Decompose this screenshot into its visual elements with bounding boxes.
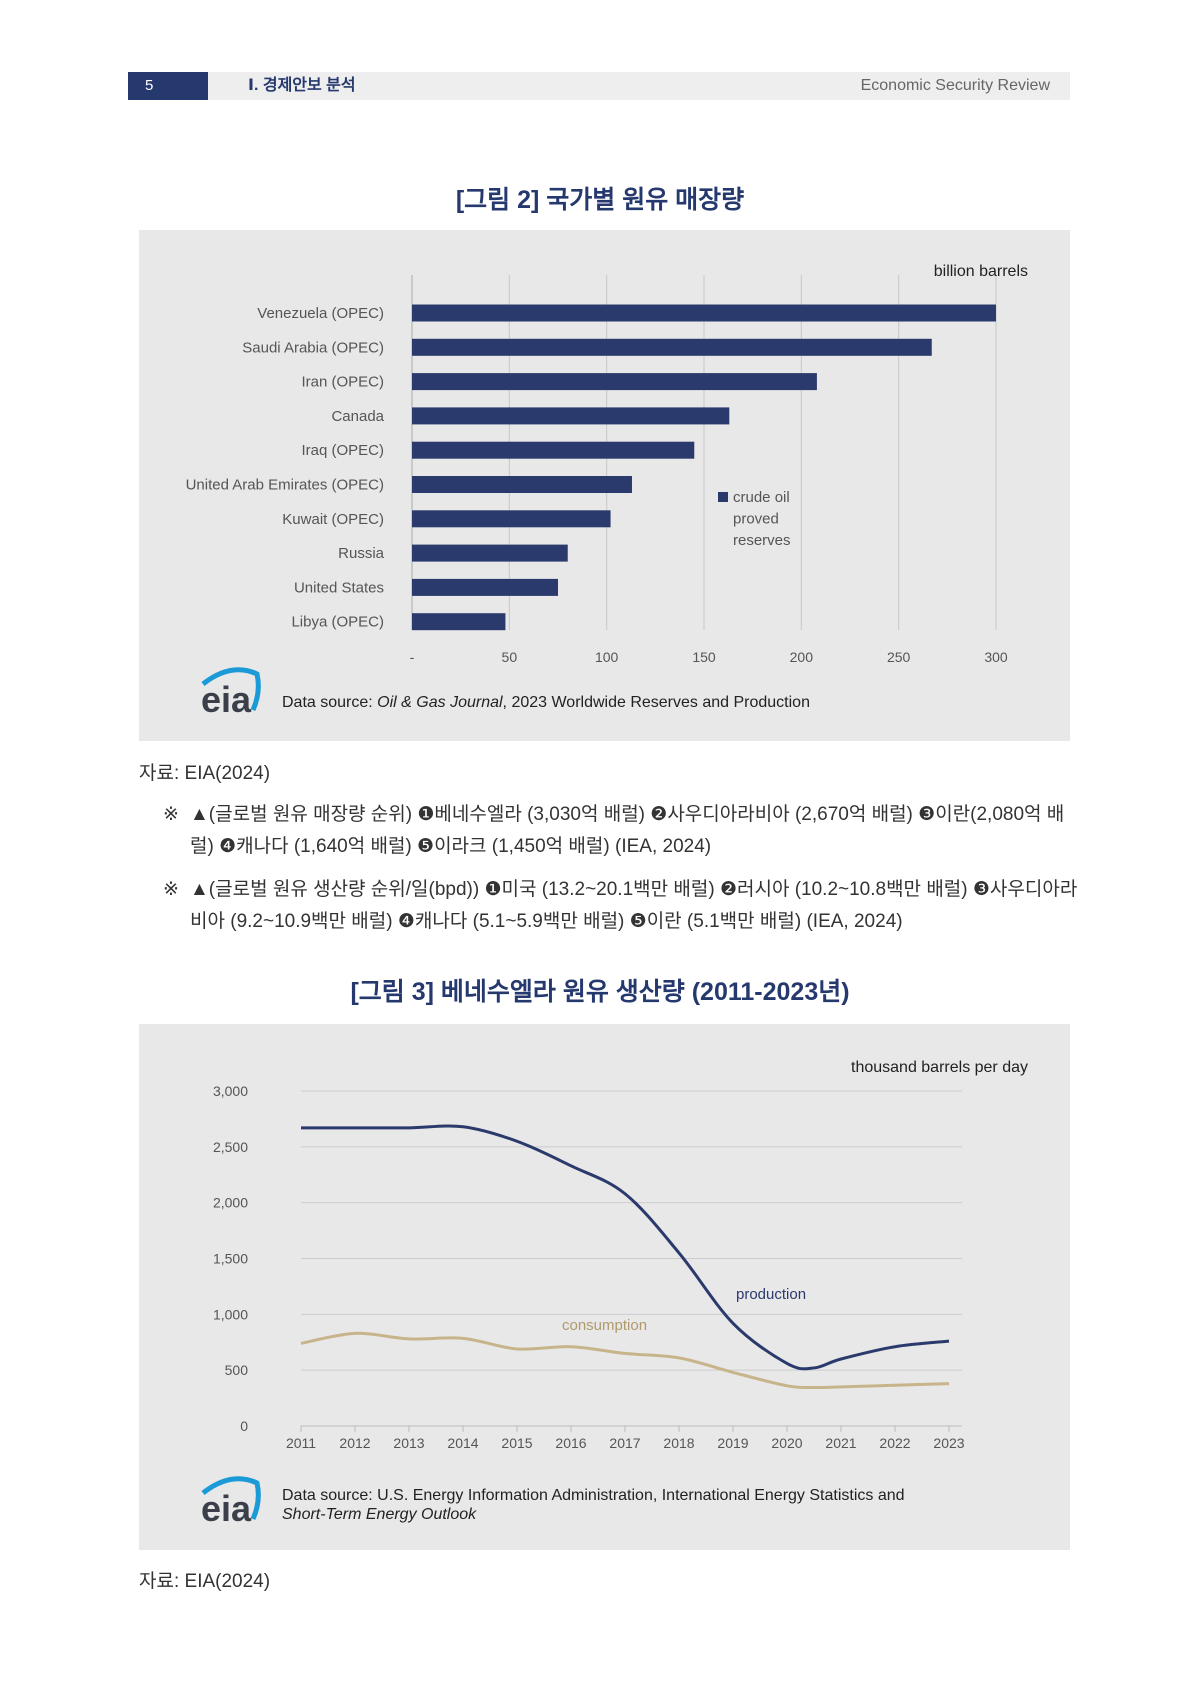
bar: [412, 613, 506, 631]
series-label-production: production: [736, 1286, 806, 1303]
category-label: United States: [294, 579, 384, 596]
legend-label: crude oil: [733, 489, 790, 506]
data-source-line2: Short-Term Energy Outlook: [282, 1506, 477, 1523]
eia-logo-arc: [201, 667, 261, 712]
x-tick-label: 2012: [339, 1435, 370, 1451]
x-tick-label: 300: [984, 649, 1008, 665]
x-tick-label: -: [410, 649, 415, 665]
eia-logo: eia: [201, 1488, 252, 1529]
x-tick-label: 2021: [825, 1435, 856, 1451]
legend-label: proved: [733, 511, 779, 528]
legend-swatch: [718, 492, 728, 502]
x-tick-label: 2015: [501, 1435, 532, 1451]
category-label: Iraq (OPEC): [301, 442, 384, 459]
y-tick-label: 2,000: [213, 1195, 248, 1211]
bar: [412, 338, 932, 356]
x-tick-label: 200: [790, 649, 814, 665]
y-tick-label: 1,500: [213, 1251, 248, 1267]
x-tick-label: 2020: [771, 1435, 802, 1451]
bar: [412, 578, 558, 596]
note-reserves: ※ ▲(글로벌 원유 매장량 순위) ❶베네수엘라 (3,030억 배럴) ❷사…: [163, 799, 1083, 863]
line-chart: 0 500 1,000 1,500 2,000 2,500 3,000 2011 2012 201…: [201, 1059, 1028, 1529]
figure3-source: 자료: EIA(2024): [139, 1571, 271, 1592]
figure2-source: 자료: EIA(2024): [139, 763, 271, 784]
category-label: Venezuela (OPEC): [257, 305, 384, 322]
series-label-consumption: consumption: [562, 1317, 647, 1334]
x-tick-label: 2013: [393, 1435, 424, 1451]
x-tick-label: 2014: [447, 1435, 478, 1451]
bar: [412, 407, 730, 425]
y-tick-label: 1,000: [213, 1306, 248, 1322]
y-tick-label: 500: [225, 1362, 249, 1378]
eia-logo: eia: [201, 679, 252, 720]
category-label: Libya (OPEC): [291, 614, 384, 631]
x-tick-label: 250: [887, 649, 911, 665]
x-tick-label: 2019: [717, 1435, 748, 1451]
unit-label: billion barrels: [934, 263, 1028, 280]
note-production: ※ ▲(글로벌 원유 생산량 순위/일(bpd)) ❶미국 (13.2~20.1…: [163, 874, 1083, 938]
category-label: Canada: [331, 408, 384, 425]
category-label: Kuwait (OPEC): [282, 511, 384, 528]
category-label: United Arab Emirates (OPEC): [186, 477, 384, 494]
figure3-title: [그림 3] 베네수엘라 원유 생산량 (2011-2023년): [350, 978, 850, 1006]
y-tick-label: 0: [240, 1418, 248, 1434]
bar: [412, 441, 695, 459]
bar: [412, 544, 568, 562]
section-title: Ⅰ. 경제안보 분석: [248, 77, 356, 94]
note-text: ▲(글로벌 원유 생산량 순위/일(bpd)) ❶미국 (13.2~20.1백만…: [190, 879, 1078, 932]
x-tick-label: 2023: [933, 1435, 964, 1451]
legend-label: reserves: [733, 532, 791, 549]
x-tick-label: 2011: [286, 1435, 316, 1451]
x-tick-label: 2017: [609, 1435, 640, 1451]
x-tick-label: 50: [502, 649, 518, 665]
bar: [412, 476, 632, 493]
note-text: ▲(글로벌 원유 매장량 순위) ❶베네수엘라 (3,030억 배럴) ❷사우디…: [190, 804, 1065, 857]
y-tick-label: 3,000: [213, 1083, 248, 1099]
category-label: Iran (OPEC): [301, 374, 384, 391]
eia-logo-arc: [201, 1476, 261, 1521]
figure2-chart: - 50 100 150 200 250 300 Venezuela (OPEC) Saudi …: [139, 230, 1070, 741]
x-tick-label: 100: [595, 649, 619, 665]
category-label: Saudi Arabia (OPEC): [242, 339, 384, 356]
data-source: Data source: Oil & Gas Journal, 2023 Wor…: [282, 694, 810, 711]
note-mark: ※: [163, 804, 179, 825]
figure2-title: [그림 2] 국가별 원유 매장량: [455, 186, 745, 214]
data-source-line1: Data source: U.S. Energy Information Adm…: [282, 1487, 905, 1504]
unit-label: thousand barrels per day: [851, 1059, 1028, 1076]
y-tick-label: 2,500: [213, 1139, 248, 1155]
x-tick-label: 2016: [555, 1435, 586, 1451]
note-mark: ※: [163, 879, 179, 900]
publication-name: Economic Security Review: [860, 77, 1050, 94]
bar: [412, 373, 817, 391]
bar: [412, 510, 611, 528]
page-header: 5 Ⅰ. 경제안보 분석 Economic Security Review: [128, 72, 1070, 100]
bar-chart: - 50 100 150 200 250 300 Venezuela (OPEC) Saudi …: [186, 263, 1028, 720]
series-line-consumption: [300, 1331, 950, 1390]
figure3-chart: 0 500 1,000 1,500 2,000 2,500 3,000 2011 2012 201…: [139, 1024, 1070, 1550]
category-label: Russia: [338, 545, 385, 562]
page-number: 5: [128, 72, 208, 100]
x-tick-label: 2018: [663, 1435, 694, 1451]
series-line-production: [300, 1124, 950, 1371]
x-tick-label: 150: [692, 649, 716, 665]
bar: [412, 304, 996, 322]
x-tick-label: 2022: [879, 1435, 910, 1451]
